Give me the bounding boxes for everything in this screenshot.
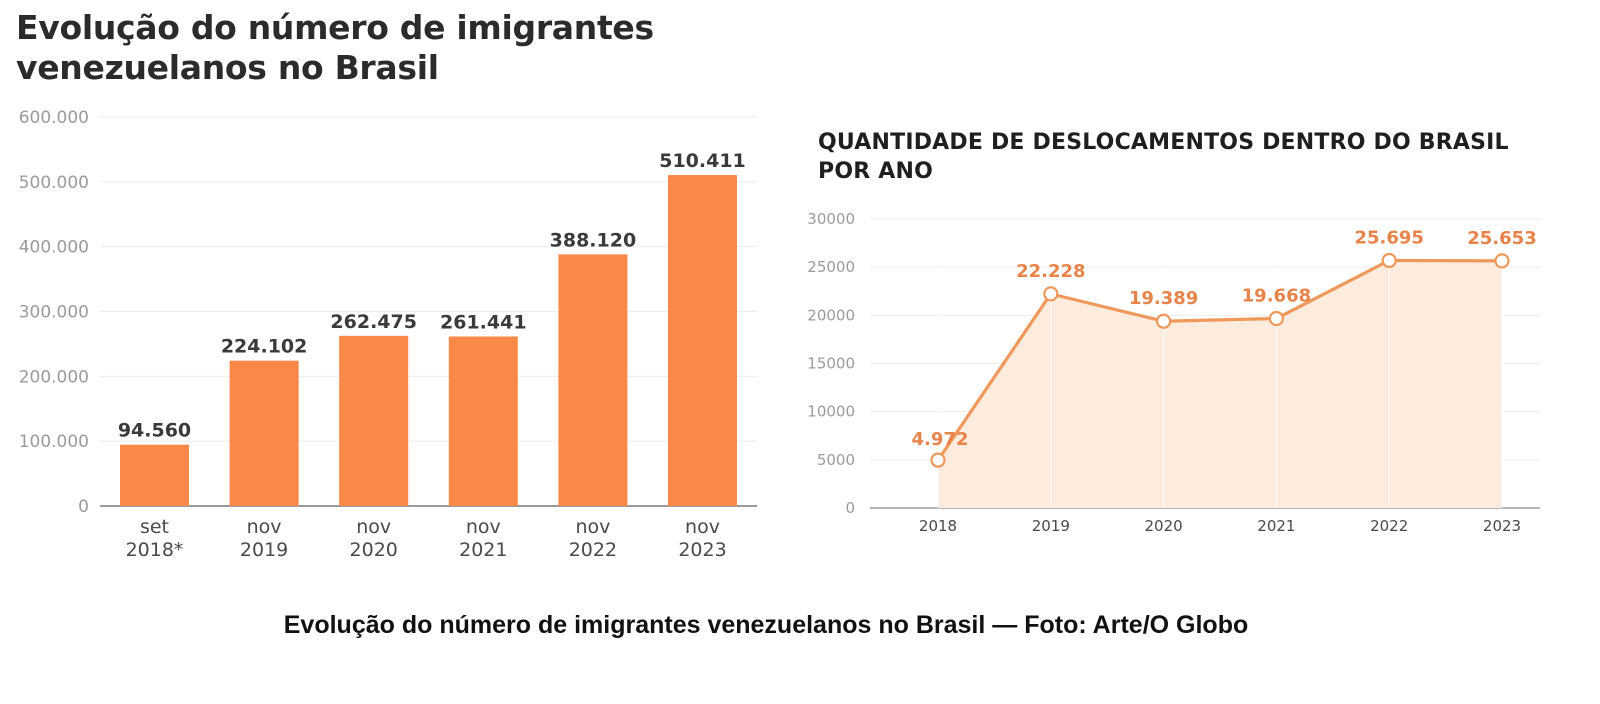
line-x-tick-label: 2023 — [1483, 517, 1521, 535]
series-point — [1268, 310, 1284, 327]
series-point — [1381, 252, 1397, 269]
line-x-tick-label: 2021 — [1257, 517, 1295, 535]
bar — [668, 175, 737, 506]
point-value-label: 22.228 — [1016, 261, 1085, 282]
series-line — [936, 258, 1503, 462]
bar-value-label: 388.120 — [550, 229, 637, 251]
bar — [558, 254, 628, 506]
line-y-tick-label: 5000 — [817, 451, 855, 469]
bar-chart: 0 100.000 200.000 300.000 400.000 500.000 600.… — [19, 108, 757, 561]
bar-y-tick-label: 600.000 — [19, 108, 89, 128]
area-fill — [938, 260, 1502, 508]
point-value-label: 25.695 — [1354, 227, 1423, 248]
bar — [339, 335, 409, 506]
figure-caption: Evolução do número de imigrantes venezue… — [283, 611, 1249, 639]
bar-value-label: 262.475 — [330, 311, 417, 333]
bar-x-tick-label: nov — [575, 516, 610, 538]
bar-y-tick-label: 200.000 — [19, 367, 89, 387]
bar-y-tick-label: 0 — [78, 497, 89, 517]
line-x-tick-label: 2022 — [1370, 517, 1408, 535]
bar-value-label: 94.560 — [118, 420, 191, 442]
title-line-2: venezuelanos no Brasil — [16, 48, 439, 87]
series-point — [1494, 253, 1510, 269]
line-title-line-1: QUANTIDADE DE DESLOCAMENTOS DENTRO DO BR… — [818, 130, 1509, 155]
bar-value-label: 510.411 — [659, 150, 746, 172]
bar-x-tick-label: nov — [247, 516, 282, 538]
line-title-line-2: POR ANO — [818, 159, 933, 184]
bar-y-tick-label: 400.000 — [19, 238, 89, 258]
bar-x-tick-label: 2023 — [678, 539, 726, 561]
bar-x-tick-label: 2018* — [126, 539, 184, 561]
title-line-1: Evolução do número de imigrantes — [16, 8, 654, 47]
bar-x-tick-label: set — [140, 516, 169, 538]
line-y-tick-label: 0 — [845, 499, 855, 517]
point-value-label: 19.389 — [1129, 288, 1198, 309]
line-y-tick-label: 10000 — [807, 403, 855, 421]
line-chart: 0 5000 10000 15000 20000 25000 30000 4.972 2018 2… — [807, 210, 1540, 535]
line-x-tick-label: 2018 — [919, 517, 957, 535]
bar-y-tick-label: 100.000 — [19, 432, 89, 452]
line-chart-title: QUANTIDADE DE DESLOCAMENTOS DENTRO DO BR… — [818, 128, 1509, 186]
bar-x-tick-label: nov — [356, 516, 391, 538]
series-point — [930, 452, 946, 468]
bar-value-label: 224.102 — [221, 336, 308, 358]
bar-value-label: 261.441 — [440, 311, 527, 333]
bar — [120, 444, 189, 506]
point-value-label: 19.668 — [1242, 286, 1311, 307]
line-x-tick-label: 2020 — [1145, 517, 1183, 535]
bar-x-tick-label: 2022 — [569, 539, 617, 561]
point-value-label: 25.653 — [1467, 228, 1536, 249]
line-y-tick-label: 15000 — [807, 355, 855, 373]
bar-x-tick-label: nov — [466, 516, 501, 538]
line-x-tick-label: 2019 — [1032, 517, 1070, 535]
bar-x-tick-label: 2019 — [240, 539, 288, 561]
line-y-tick-label: 30000 — [807, 210, 855, 228]
line-y-tick-label: 20000 — [807, 306, 855, 324]
series-point — [1156, 313, 1172, 329]
bar — [448, 336, 518, 506]
bar-y-tick-label: 500.000 — [19, 173, 89, 193]
series-point — [1043, 286, 1059, 302]
line-y-tick-label: 25000 — [807, 258, 855, 276]
bar-x-tick-label: nov — [685, 516, 720, 538]
point-value-label: 4.972 — [912, 429, 969, 450]
bar-x-tick-label: 2020 — [350, 539, 398, 561]
bar-y-tick-label: 300.000 — [19, 303, 89, 323]
bar — [229, 360, 299, 506]
bar-x-tick-label: 2021 — [459, 539, 507, 561]
bar-chart-title: Evolução do número de imigrantes venezue… — [16, 8, 654, 88]
